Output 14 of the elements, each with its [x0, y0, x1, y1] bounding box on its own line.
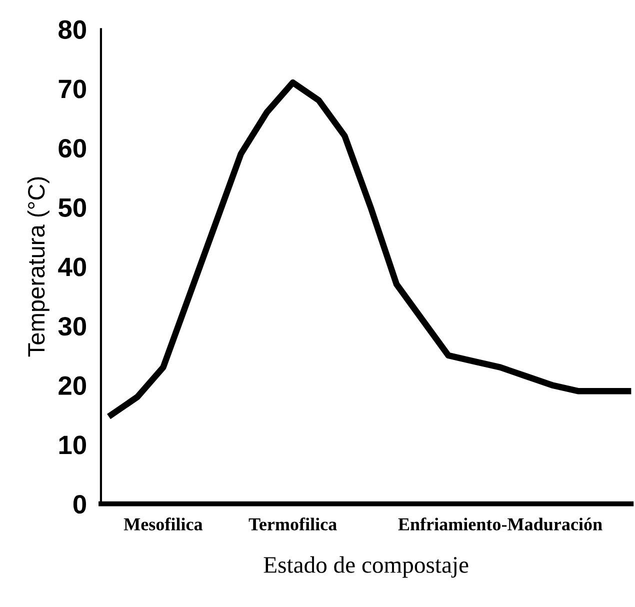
y-tick-label: 30 — [58, 316, 86, 336]
y-tick-label: 60 — [58, 138, 86, 158]
y-tick-label: 40 — [58, 258, 86, 276]
y-tick-label: 50 — [58, 198, 86, 217]
x-tick-label: Termofilica — [248, 518, 337, 530]
x-tick-label: Mesofilica — [124, 518, 203, 530]
x-axis-title: Estado de compostaje — [264, 556, 468, 578]
y-tick-label: 20 — [58, 376, 86, 395]
y-tick-label: 0 — [73, 494, 86, 514]
y-axis-title: Temperatura (°C) — [27, 177, 50, 357]
y-tick-label: 10 — [59, 436, 86, 454]
y-tick-label: 80 — [58, 20, 86, 39]
x-tick-label: Enfriamiento-Maduración — [398, 518, 602, 530]
y-tick-label: 70 — [58, 80, 86, 98]
